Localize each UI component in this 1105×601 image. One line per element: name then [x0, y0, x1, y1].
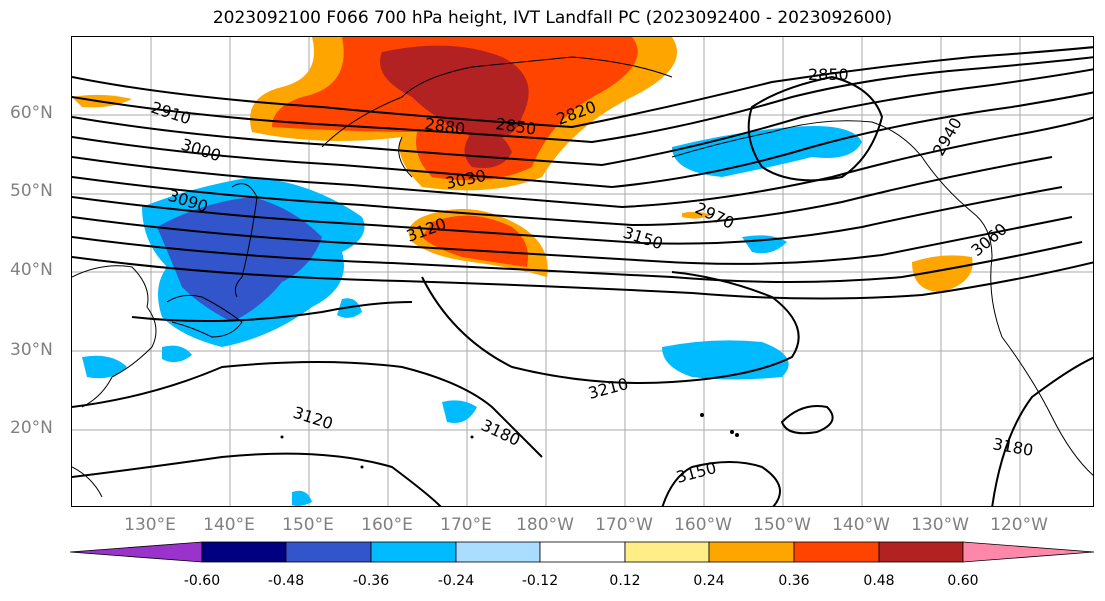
lon-label-160w: 160°W [674, 515, 732, 535]
lon-label-180w: 180°W [516, 515, 574, 535]
colorbar-segment [70, 541, 203, 563]
colorbar-tick-label: 0.12 [609, 573, 641, 589]
colorbar-tick-label: -0.48 [267, 573, 305, 589]
lon-label-150e: 150°E [282, 515, 334, 535]
colorbar-segment [201, 541, 287, 563]
map-svg: 2910 3000 3090 2880 2850 2820 2850 3030 … [72, 37, 1093, 506]
colorbar-tick-label: 0.24 [693, 573, 725, 589]
colorbar-tick-label: -0.24 [437, 573, 475, 589]
contour-label-2850-b: 2850 [808, 65, 849, 84]
contour-label-3150-b: 3150 [674, 458, 718, 487]
colorbar-segment [793, 541, 880, 563]
contour-label-3000: 3000 [179, 135, 224, 166]
lon-label-130e: 130°E [124, 515, 176, 535]
lat-label-20n: 20°N [10, 418, 53, 438]
contour-label-2910: 2910 [149, 98, 194, 129]
colorbar-segment [370, 541, 457, 563]
colorbar-segment [878, 541, 964, 563]
colorbar-segment [539, 541, 626, 563]
colorbar-segment [455, 541, 541, 563]
map-title: 2023092100 F066 700 hPa height, IVT Land… [212, 8, 893, 28]
lat-label-60n: 60°N [10, 103, 53, 123]
colorbar-tick-label: -0.36 [352, 573, 390, 589]
lat-label-30n: 30°N [10, 340, 53, 360]
colorbar-segment [285, 541, 372, 563]
contour-label-3180-a: 3180 [478, 415, 523, 449]
colorbar-tick-label: -0.60 [183, 573, 221, 589]
islands [280, 413, 739, 469]
colorbar-tick-label: -0.12 [521, 573, 559, 589]
contour-label-2970: 2970 [692, 198, 737, 232]
contour-label-2940: 2940 [929, 114, 966, 159]
lon-label-150w: 150°W [753, 515, 811, 535]
lon-label-140e: 140°E [203, 515, 255, 535]
colorbar [70, 541, 1095, 563]
contour-label-3150-a: 3150 [621, 223, 666, 254]
colorbar-segment [708, 541, 795, 563]
height-contours [72, 46, 1093, 506]
lon-label-170w: 170°W [595, 515, 653, 535]
coastlines [72, 56, 1093, 498]
lat-label-50n: 50°N [10, 181, 53, 201]
contour-label-3120-b: 3120 [291, 403, 336, 434]
colorbar-tick-label: 0.36 [778, 573, 810, 589]
lon-label-120w: 120°W [990, 515, 1048, 535]
lon-label-160e: 160°E [361, 515, 413, 535]
colorbar-tick-label: 0.60 [947, 573, 979, 589]
colorbar-segments [70, 541, 1095, 563]
colorbar-tick-label: 0.48 [863, 573, 895, 589]
map-panel: 2910 3000 3090 2880 2850 2820 2850 3030 … [71, 36, 1094, 507]
lon-label-130w: 130°W [911, 515, 969, 535]
lon-label-140w: 140°W [832, 515, 890, 535]
lon-label-170e: 170°E [440, 515, 492, 535]
colorbar-segment [962, 541, 1095, 563]
contour-label-3180-b: 3180 [991, 434, 1034, 460]
contour-label-3060: 3060 [967, 219, 1010, 260]
contour-label-3210: 3210 [586, 374, 630, 403]
lat-label-40n: 40°N [10, 260, 53, 280]
colorbar-segment [624, 541, 710, 563]
negative-shading [82, 126, 862, 506]
